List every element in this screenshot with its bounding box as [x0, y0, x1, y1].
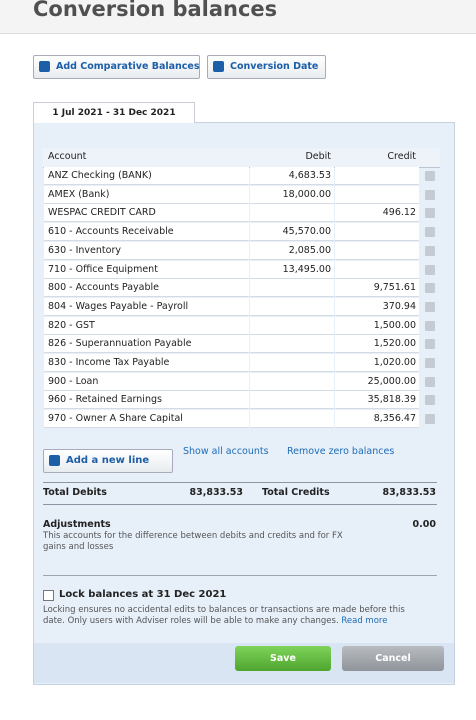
- credit-cell[interactable]: 1,500.00: [335, 316, 419, 335]
- adjustments-value: 0.00: [412, 519, 436, 530]
- adjustments-label: Adjustments: [43, 519, 111, 530]
- account-cell: AMEX (Bank): [44, 185, 249, 204]
- lock-description: Locking ensures no accidental edits to b…: [43, 605, 423, 627]
- credit-cell[interactable]: 1,520.00: [335, 335, 419, 354]
- credit-cell[interactable]: [335, 223, 419, 242]
- total-credits-label: Total Credits: [262, 487, 330, 498]
- debit-cell[interactable]: [250, 391, 334, 410]
- remove-row-icon[interactable]: [425, 264, 435, 275]
- debit-cell[interactable]: 13,495.00: [250, 260, 334, 279]
- account-cell: ANZ Checking (BANK): [44, 167, 249, 185]
- credit-cell[interactable]: 496.12: [335, 204, 419, 223]
- total-debits: 83,833.53: [189, 487, 244, 498]
- debit-cell[interactable]: 18,000.00: [250, 185, 334, 204]
- remove-row-icon[interactable]: [425, 208, 435, 219]
- debit-cell[interactable]: [250, 316, 334, 335]
- page-title: Conversion balances: [33, 0, 278, 21]
- add-comparative-button[interactable]: Add Comparative Balances: [33, 55, 200, 79]
- debit-cell[interactable]: 2,085.00: [250, 241, 334, 260]
- column-header: Credit: [387, 151, 416, 162]
- credit-cell[interactable]: 370.94: [335, 297, 419, 316]
- debit-cell[interactable]: [250, 335, 334, 354]
- debit-cell[interactable]: [250, 354, 334, 372]
- credit-cell[interactable]: 8,356.47: [335, 410, 419, 429]
- account-cell: 900 - Loan: [44, 372, 249, 391]
- credit-cell[interactable]: [335, 260, 419, 279]
- save-button[interactable]: Save: [235, 646, 331, 671]
- read-more-link[interactable]: Read more: [341, 616, 388, 626]
- credit-cell[interactable]: [335, 241, 419, 260]
- account-cell: 960 - Retained Earnings: [44, 391, 249, 410]
- remove-row-icon[interactable]: [425, 171, 435, 181]
- debit-cell[interactable]: [250, 279, 334, 298]
- account-cell: 610 - Accounts Receivable: [44, 223, 249, 242]
- credit-cell[interactable]: [335, 185, 419, 204]
- account-cell: 826 - Superannuation Payable: [44, 335, 249, 354]
- totals-row: [43, 482, 437, 505]
- lock-checkbox[interactable]: [43, 590, 54, 601]
- remove-row-icon[interactable]: [425, 301, 435, 312]
- total-credits: 83,833.53: [382, 487, 437, 498]
- debit-cell[interactable]: 4,683.53: [250, 167, 334, 185]
- divider: [43, 575, 437, 576]
- remove-row-icon[interactable]: [425, 320, 435, 331]
- remove-row-icon[interactable]: [425, 395, 435, 406]
- total-debits-label: Total Debits: [43, 487, 107, 498]
- credit-cell[interactable]: 9,751.61: [335, 279, 419, 298]
- button-label: Conversion Date: [230, 61, 319, 72]
- remove-row-icon[interactable]: [425, 227, 435, 238]
- account-cell: 804 - Wages Payable - Payroll: [44, 297, 249, 316]
- debit-cell[interactable]: [250, 204, 334, 223]
- account-cell: 970 - Owner A Share Capital: [44, 410, 249, 429]
- account-cell: 820 - GST: [44, 316, 249, 335]
- header-bar: [0, 0, 476, 34]
- remove-row-icon[interactable]: [425, 339, 435, 350]
- conversion-date-button[interactable]: Conversion Date: [207, 55, 326, 79]
- remove-row-icon[interactable]: [425, 189, 435, 200]
- credit-cell[interactable]: [335, 167, 419, 185]
- adjustments-description: This accounts for the difference between…: [43, 531, 343, 552]
- account-cell: 830 - Income Tax Payable: [44, 354, 249, 372]
- button-label: Add Comparative Balances: [56, 61, 200, 72]
- debit-cell[interactable]: 45,570.00: [250, 223, 334, 242]
- credit-cell[interactable]: 35,818.39: [335, 391, 419, 410]
- account-cell: 710 - Office Equipment: [44, 260, 249, 279]
- credit-cell[interactable]: 1,020.00: [335, 354, 419, 372]
- account-cell: WESPAC CREDIT CARD: [44, 204, 249, 223]
- date-tab[interactable]: 1 Jul 2021 - 31 Dec 2021: [33, 102, 195, 123]
- remove-row-icon[interactable]: [425, 283, 435, 294]
- account-cell: 800 - Accounts Payable: [44, 279, 249, 298]
- button-label: Add a new line: [66, 455, 150, 466]
- lock-label[interactable]: Lock balances at 31 Dec 2021: [59, 589, 227, 600]
- debit-cell[interactable]: [250, 410, 334, 429]
- add-line-button[interactable]: Add a new line: [43, 449, 173, 473]
- remove-row-icon[interactable]: [425, 414, 435, 425]
- debit-cell[interactable]: [250, 297, 334, 316]
- column-header: Account: [48, 151, 87, 162]
- lock-text: Locking ensures no accidental edits to b…: [43, 605, 405, 626]
- cancel-button[interactable]: Cancel: [342, 646, 444, 671]
- column-header: Debit: [305, 151, 331, 162]
- remove-row-icon[interactable]: [425, 245, 435, 256]
- remove-zero-link[interactable]: Remove zero balances: [287, 446, 395, 457]
- remove-row-icon[interactable]: [425, 376, 435, 387]
- debit-cell[interactable]: [250, 372, 334, 391]
- credit-cell[interactable]: 25,000.00: [335, 372, 419, 391]
- remove-row-icon[interactable]: [425, 358, 435, 368]
- show-all-link[interactable]: Show all accounts: [183, 446, 269, 457]
- account-cell: 630 - Inventory: [44, 241, 249, 260]
